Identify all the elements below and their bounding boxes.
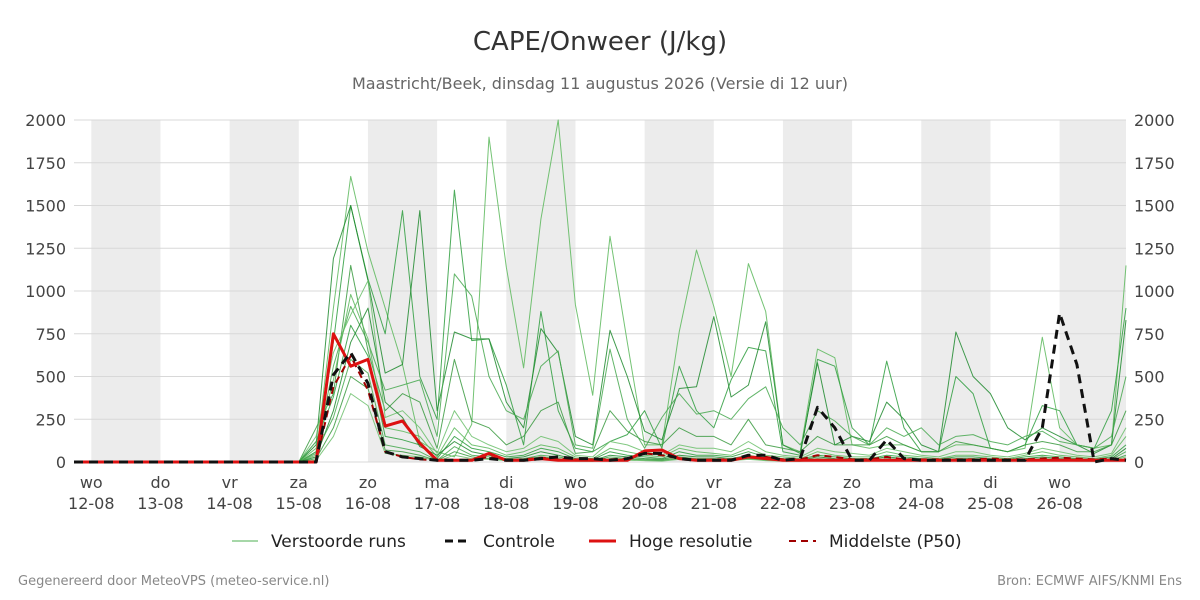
y-tick-left-1250: 1250 [25,239,66,258]
x-tick-day-7: wo [564,473,587,492]
x-tick-day-9: vr [706,473,722,492]
legend: Verstoorde runs Controle Hoge resolutie … [232,532,962,552]
series-hoge-resolutie [74,332,1126,464]
y-axis-right: 0 250 500 750 1000 1250 1500 1750 2000 [1134,111,1175,472]
y-tick-left-500: 500 [35,368,66,387]
y-tick-left-2000: 2000 [25,111,66,130]
legend-label-controle: Controle [483,532,555,552]
footer-source: Bron: ECMWF AIFS/KNMI Ens [997,574,1182,589]
x-tick-date-11: 23-08 [829,494,876,513]
y-tick-right-250: 250 [1134,410,1165,429]
ensemble-run-1 [74,189,1127,463]
x-tick-day-6: di [499,473,514,492]
x-axis: wo 12-08 do 13-08 vr 14-08 za 15-08 zo 16-08 ma 17-… [68,473,1083,513]
y-tick-left-1500: 1500 [25,197,66,216]
x-tick-day-1: do [150,473,170,492]
x-tick-date-14: 26-08 [1036,494,1083,513]
ensemble-run-2 [74,205,1127,463]
x-tick-date-2: 14-08 [206,494,253,513]
x-tick-date-4: 16-08 [345,494,392,513]
plot-area [74,119,1127,464]
y-tick-left-1000: 1000 [25,282,66,301]
x-tick-date-7: 19-08 [552,494,599,513]
x-tick-date-13: 25-08 [967,494,1014,513]
ensemble-run-7 [74,324,1127,463]
y-tick-left-750: 750 [35,325,66,344]
y-tick-left-0: 0 [56,453,66,472]
y-tick-right-1750: 1750 [1134,154,1175,173]
y-tick-right-0: 0 [1134,453,1144,472]
x-tick-date-1: 13-08 [137,494,184,513]
legend-label-hoge-resolutie: Hoge resolutie [629,532,753,552]
x-tick-day-11: zo [843,473,861,492]
x-tick-date-0: 12-08 [68,494,115,513]
x-tick-day-8: do [635,473,655,492]
x-tick-date-9: 21-08 [691,494,738,513]
x-tick-date-8: 20-08 [621,494,668,513]
x-tick-date-5: 17-08 [414,494,461,513]
x-tick-day-4: zo [359,473,377,492]
y-tick-left-1750: 1750 [25,154,66,173]
y-tick-left-250: 250 [35,410,66,429]
x-tick-date-12: 24-08 [898,494,945,513]
ensemble-run-0 [74,119,1127,463]
y-tick-right-1250: 1250 [1134,239,1175,258]
x-tick-day-14: wo [1048,473,1071,492]
grid-lines [74,119,1126,463]
y-axis-left: 0 250 500 750 1000 1250 1500 1750 2000 [25,111,66,472]
x-tick-day-10: za [774,473,792,492]
series-controle [74,311,1127,464]
footer-generated-by: Gegenereerd door MeteoVPS (meteo-service… [18,574,329,589]
y-tick-right-2000: 2000 [1134,111,1175,130]
x-tick-date-10: 22-08 [760,494,807,513]
ensemble-run-3 [74,273,1127,463]
x-tick-day-2: vr [222,473,238,492]
ensemble-run-6 [74,293,1127,463]
legend-label-verstoorde-runs: Verstoorde runs [271,532,406,552]
y-tick-right-1500: 1500 [1134,197,1175,216]
x-tick-day-5: ma [424,473,449,492]
chart-subtitle: Maastricht/Beek, dinsdag 11 augustus 202… [352,74,848,93]
y-tick-right-1000: 1000 [1134,282,1175,301]
x-tick-date-3: 15-08 [276,494,323,513]
x-tick-day-0: wo [80,473,103,492]
x-tick-day-13: di [983,473,998,492]
y-tick-right-500: 500 [1134,368,1165,387]
chart-title: CAPE/Onweer (J/kg) [473,27,727,57]
x-tick-date-6: 18-08 [483,494,530,513]
legend-label-middelste-p50: Middelste (P50) [829,532,962,552]
x-tick-day-12: ma [909,473,934,492]
x-tick-day-3: za [290,473,308,492]
y-tick-right-750: 750 [1134,325,1165,344]
